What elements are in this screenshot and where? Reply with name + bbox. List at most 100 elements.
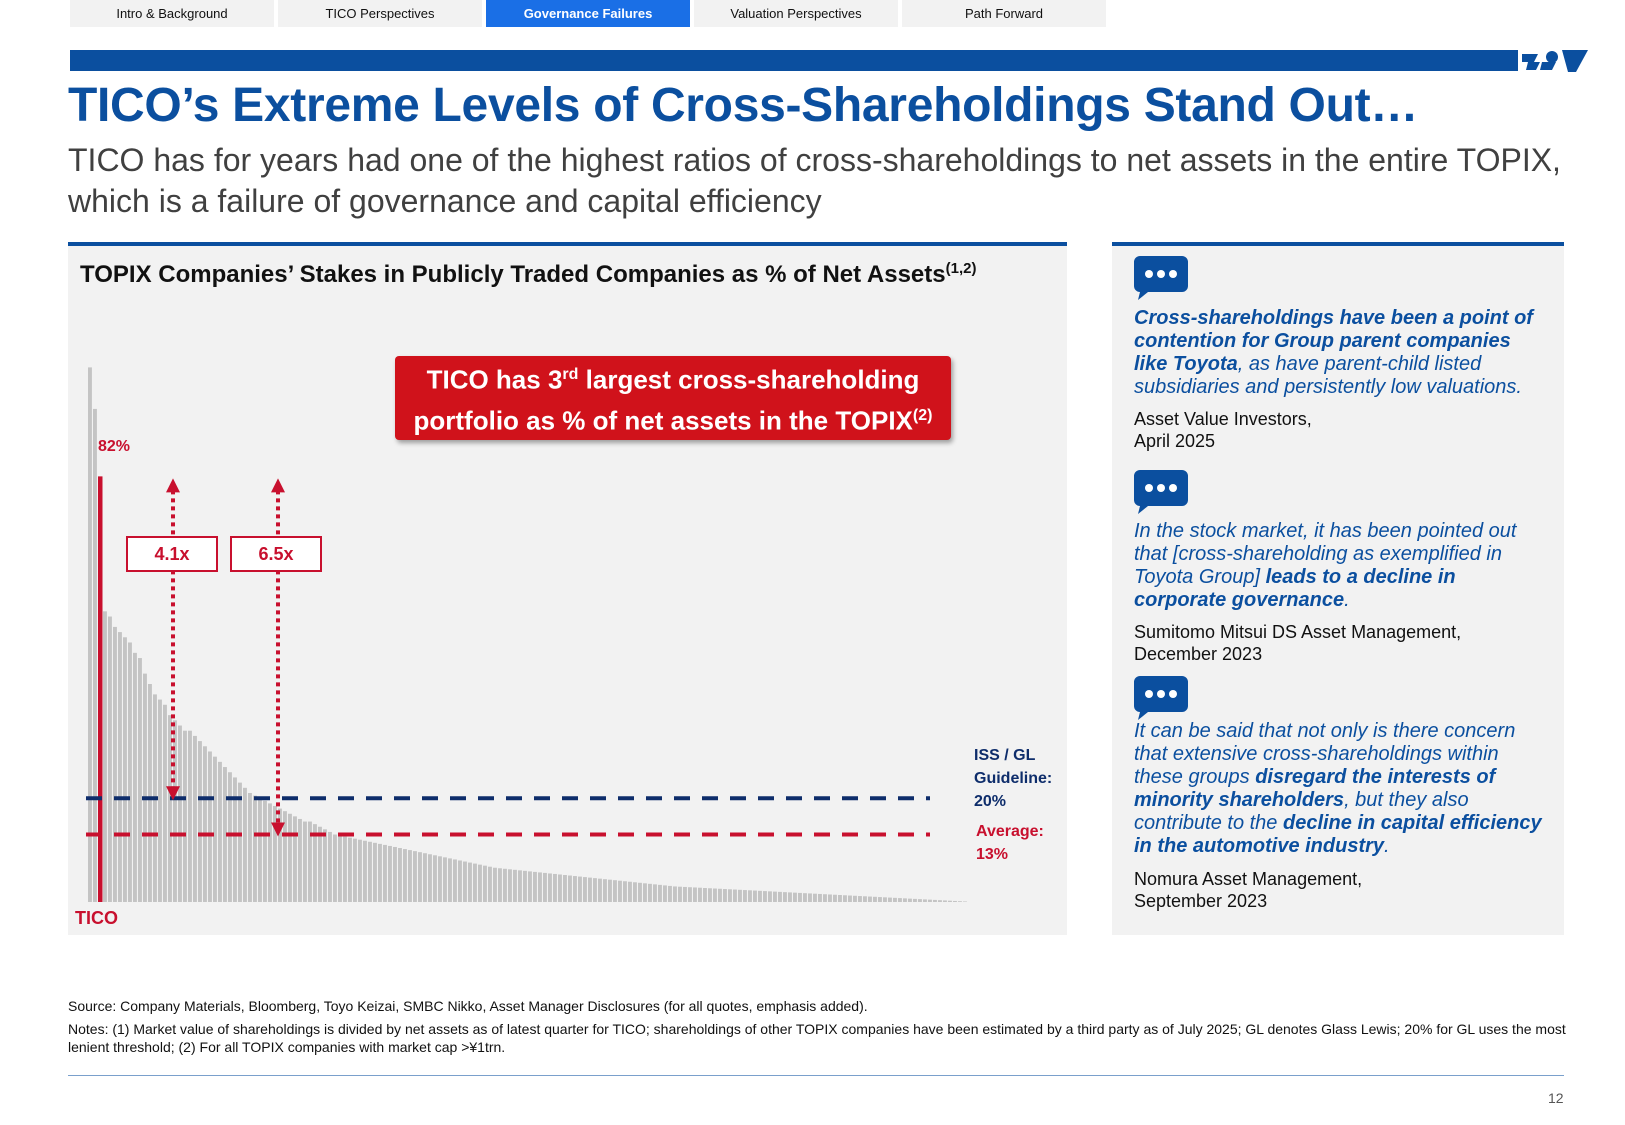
company-bar bbox=[248, 793, 252, 902]
company-bar bbox=[148, 684, 152, 902]
company-bar bbox=[238, 782, 242, 902]
company-bar bbox=[763, 891, 767, 902]
company-bar bbox=[728, 889, 732, 902]
company-bar bbox=[838, 894, 842, 902]
company-bar bbox=[793, 892, 797, 902]
section-nav: Intro & Background TICO Perspectives Gov… bbox=[70, 0, 1106, 27]
company-bar bbox=[413, 851, 417, 902]
company-bar bbox=[298, 818, 302, 902]
speech-bubble-icon bbox=[1134, 470, 1188, 514]
company-bar bbox=[448, 858, 452, 902]
company-bar bbox=[128, 642, 132, 902]
company-bar bbox=[553, 873, 557, 902]
company-bar bbox=[533, 871, 537, 902]
company-bar bbox=[648, 883, 652, 902]
company-bar bbox=[483, 865, 487, 902]
quote-3-attribution: Nomura Asset Management, September 2023 bbox=[1134, 869, 1363, 911]
tico-category-label: TICO bbox=[75, 908, 118, 928]
company-bar bbox=[348, 837, 352, 902]
page-title: TICO’s Extreme Levels of Cross-Sharehold… bbox=[68, 79, 1419, 132]
company-bar bbox=[163, 704, 167, 902]
company-bar bbox=[663, 885, 667, 902]
company-bar bbox=[88, 367, 92, 902]
company-bar bbox=[623, 881, 627, 902]
tab-governance-failures[interactable]: Governance Failures bbox=[486, 0, 690, 27]
company-bar bbox=[913, 898, 917, 902]
tab-valuation-perspectives[interactable]: Valuation Perspectives bbox=[694, 0, 898, 27]
company-bar bbox=[668, 885, 672, 902]
company-bar bbox=[228, 772, 232, 902]
company-bar bbox=[923, 899, 927, 902]
company-bar bbox=[213, 756, 217, 902]
tab-intro-background[interactable]: Intro & Background bbox=[70, 0, 274, 27]
multiple-label-iss: 4.1x bbox=[126, 536, 218, 572]
company-bar bbox=[598, 878, 602, 902]
company-bar bbox=[698, 887, 702, 902]
company-bar bbox=[573, 876, 577, 902]
company-bar bbox=[473, 863, 477, 902]
company-bar bbox=[93, 408, 97, 902]
company-bar bbox=[108, 616, 112, 902]
company-bar bbox=[708, 888, 712, 902]
tico-value-label: 82% bbox=[98, 438, 131, 455]
company-bar bbox=[963, 901, 967, 902]
company-bar bbox=[418, 852, 422, 902]
company-bar bbox=[538, 872, 542, 902]
company-bar bbox=[888, 897, 892, 902]
tab-path-forward[interactable]: Path Forward bbox=[902, 0, 1106, 27]
speech-bubble-icon bbox=[1134, 256, 1188, 300]
company-bar bbox=[263, 800, 267, 902]
company-bar bbox=[813, 893, 817, 902]
company-bar bbox=[158, 699, 162, 902]
chart-title: TOPIX Companies’ Stakes in Publicly Trad… bbox=[80, 260, 977, 288]
company-bar bbox=[433, 855, 437, 902]
iss-guideline-label: ISS / GL Guideline: 20% bbox=[974, 747, 1053, 810]
company-bar bbox=[278, 808, 282, 902]
tab-label: TICO Perspectives bbox=[325, 6, 435, 21]
company-bar bbox=[603, 879, 607, 902]
company-bar bbox=[943, 900, 947, 902]
arrow-average-to-tico bbox=[271, 478, 285, 837]
company-bar bbox=[903, 898, 907, 902]
company-bar bbox=[653, 884, 657, 902]
company-bar bbox=[178, 725, 182, 902]
callout-line-2: portfolio as % of net assets in the TOPI… bbox=[413, 405, 933, 436]
company-bar bbox=[733, 889, 737, 902]
company-bar bbox=[743, 890, 747, 902]
company-bar bbox=[578, 876, 582, 902]
brand-logo-icon bbox=[1522, 50, 1588, 72]
company-bar bbox=[828, 894, 832, 902]
company-bar bbox=[738, 889, 742, 902]
company-bar bbox=[898, 898, 902, 902]
company-bar bbox=[338, 835, 342, 902]
reference-lines bbox=[86, 796, 930, 837]
company-bar bbox=[318, 826, 322, 902]
company-bar bbox=[143, 673, 147, 902]
company-bar bbox=[823, 894, 827, 902]
company-bar bbox=[958, 901, 962, 902]
company-bar bbox=[208, 751, 212, 902]
company-bar bbox=[833, 894, 837, 902]
company-bar bbox=[193, 735, 197, 902]
source-note: Source: Company Materials, Bloomberg, To… bbox=[68, 998, 868, 1014]
company-bar bbox=[778, 891, 782, 902]
tab-tico-perspectives[interactable]: TICO Perspectives bbox=[278, 0, 482, 27]
tab-label: Valuation Perspectives bbox=[730, 6, 862, 21]
company-bar bbox=[188, 730, 192, 902]
company-bar bbox=[518, 870, 522, 902]
company-bar bbox=[498, 868, 502, 902]
company-bar bbox=[723, 889, 727, 902]
company-bar bbox=[458, 860, 462, 902]
company-bar bbox=[633, 882, 637, 902]
company-bar bbox=[383, 844, 387, 902]
bar-chart bbox=[86, 367, 967, 902]
company-bar bbox=[328, 831, 332, 902]
company-bar bbox=[233, 777, 237, 902]
company-bar bbox=[283, 811, 287, 902]
company-bar bbox=[223, 767, 227, 902]
company-bar bbox=[588, 877, 592, 902]
company-bar bbox=[628, 881, 632, 902]
company-bar bbox=[403, 849, 407, 902]
company-bar bbox=[938, 900, 942, 902]
company-bar bbox=[368, 841, 372, 902]
